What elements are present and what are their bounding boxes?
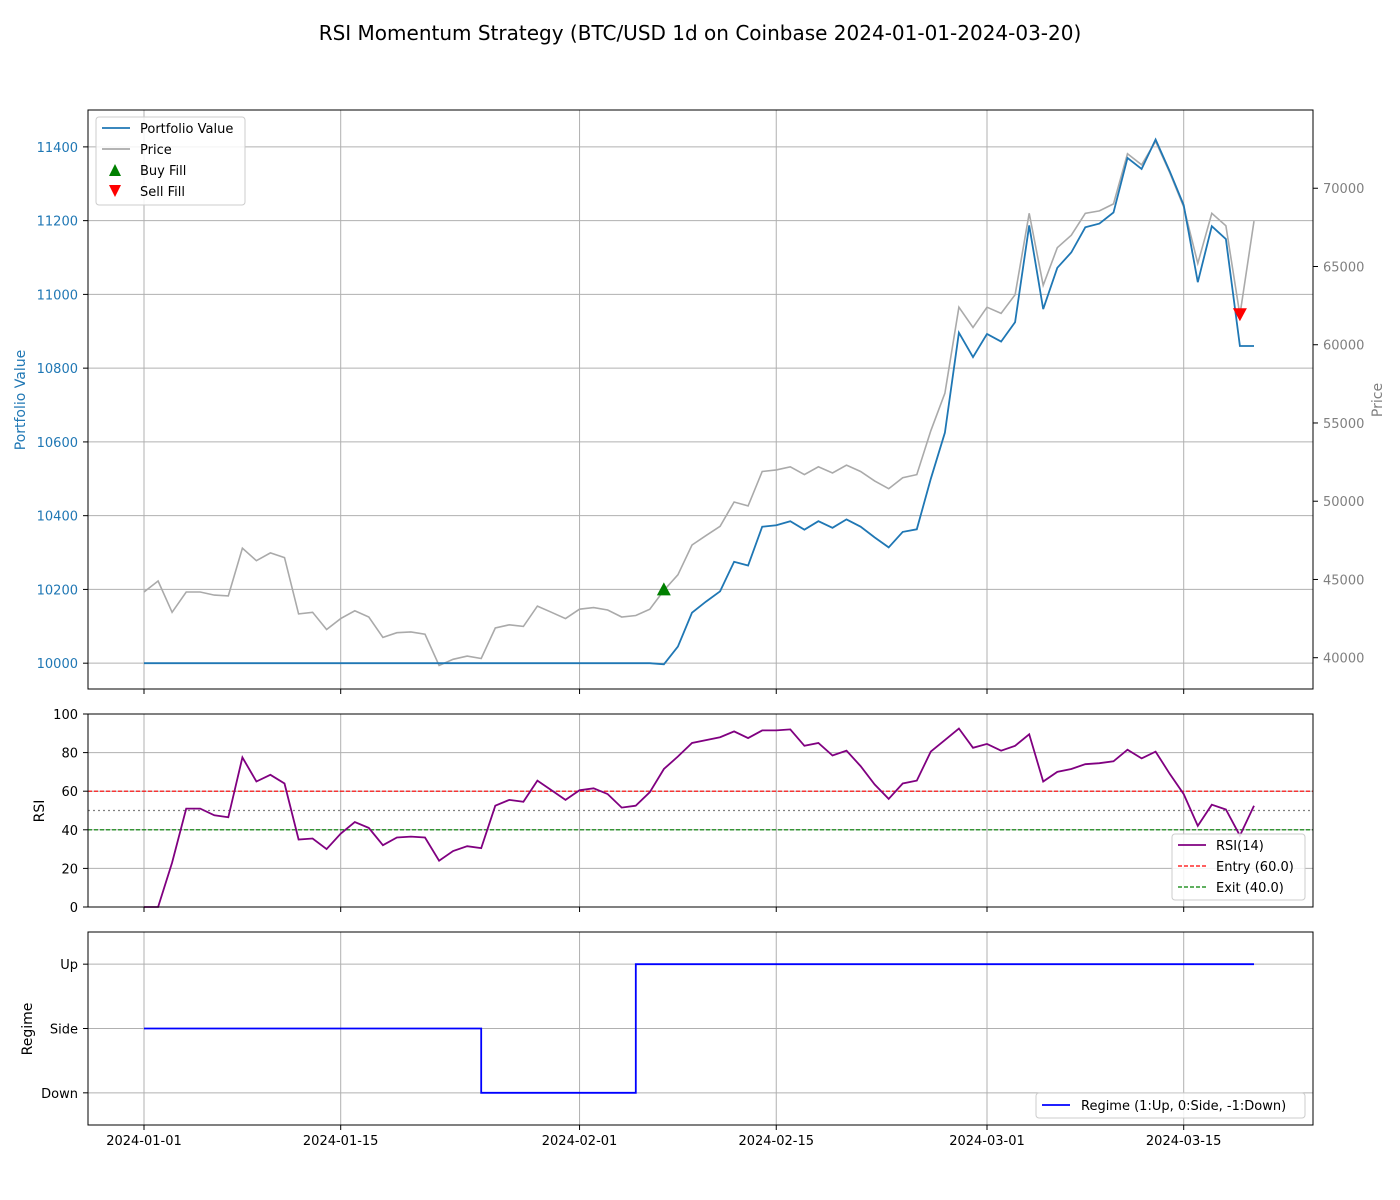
right-y-tick-label: 40000 [1323, 652, 1364, 667]
sell-fill-marker [1232, 308, 1247, 322]
left-y-tick-label: 10200 [37, 583, 78, 598]
left-y-tick-label: 10600 [37, 436, 78, 451]
x-tick-label: 2024-02-15 [738, 1134, 814, 1149]
left-y-tick-label: 10800 [37, 362, 78, 377]
left-y-tick-label: 11000 [37, 288, 78, 303]
legend-box [1035, 1092, 1306, 1119]
price-panel-legend: Portfolio Value Price Buy Fill Sell Fill [95, 116, 246, 206]
right-y-tick-label: 50000 [1323, 495, 1364, 510]
left-y-tick-label: 10000 [37, 657, 78, 672]
regime-line [144, 963, 1254, 1094]
price-line [143, 139, 1255, 667]
y-tick-label: 100 [53, 708, 78, 723]
left-y-tick-label: 10400 [37, 510, 78, 525]
rsi-panel-ylabel: RSI [32, 800, 48, 823]
x-tick-label: 2024-01-15 [303, 1134, 379, 1149]
price-panel-left-ylabel: Portfolio Value [13, 350, 29, 451]
chart-title: RSI Momentum Strategy (BTC/USD 1d on Coi… [319, 21, 1082, 45]
legend-label-buy: Buy Fill [140, 164, 186, 179]
y-tick-label: Side [50, 1023, 78, 1038]
price-panel-right-ylabel: Price [1370, 383, 1386, 417]
regime-panel-data [144, 963, 1254, 1094]
right-y-tick-label: 70000 [1323, 182, 1364, 197]
legend-box [1171, 833, 1306, 901]
rsi-panel-ticks: 0 20 40 60 80 100 [53, 708, 1185, 916]
regime-panel-legend: Regime (1:Up, 0:Side, -1:Down) [1035, 1092, 1306, 1119]
regime-panel-ticks: Down Side Up [41, 958, 1185, 1130]
x-tick-label: 2024-03-15 [1146, 1134, 1222, 1149]
price-panel-ticks: 10000 10200 10400 10600 10800 11000 11200 11400… [37, 141, 1364, 694]
y-tick-label: Down [41, 1087, 78, 1102]
y-tick-label: 80 [61, 747, 78, 762]
legend-swatch-sell [109, 185, 121, 197]
x-tick-label: 2024-03-01 [949, 1134, 1025, 1149]
buy-fill-marker [656, 582, 671, 596]
x-axis-ticks: 2024-01-01 2024-01-15 2024-02-01 2024-02-15… [106, 1134, 1221, 1149]
legend-label-rsi: RSI(14) [1216, 839, 1264, 854]
legend-swatch-buy [109, 164, 121, 176]
price-panel-frame [87, 109, 1314, 690]
right-y-tick-label: 55000 [1323, 417, 1364, 432]
right-y-tick-label: 45000 [1323, 573, 1364, 588]
legend-box [95, 116, 246, 206]
x-tick-label: 2024-02-01 [542, 1134, 618, 1149]
legend-label-price: Price [140, 143, 172, 158]
rsi-line [144, 727, 1255, 908]
legend-label-exit: Exit (40.0) [1216, 881, 1284, 896]
y-tick-label: 40 [61, 824, 78, 839]
legend-label-regime: Regime (1:Up, 0:Side, -1:Down) [1081, 1099, 1286, 1114]
left-y-tick-label: 11400 [37, 141, 78, 156]
price-panel-grid [88, 110, 1313, 689]
rsi-panel-data [88, 727, 1313, 908]
x-tick-label: 2024-01-01 [106, 1134, 182, 1149]
y-tick-label: 0 [70, 901, 78, 916]
legend-label-entry: Entry (60.0) [1216, 860, 1294, 875]
legend-label-portfolio: Portfolio Value [140, 122, 233, 137]
rsi-panel-frame [87, 713, 1314, 908]
y-tick-label: 60 [61, 785, 78, 800]
y-tick-label: Up [60, 958, 78, 973]
right-y-tick-label: 65000 [1323, 260, 1364, 275]
y-tick-label: 20 [61, 862, 78, 877]
legend-label-sell: Sell Fill [140, 185, 185, 200]
portfolio-value-line [144, 137, 1254, 666]
rsi-panel-legend: RSI(14) Entry (60.0) Exit (40.0) [1171, 833, 1306, 901]
left-y-tick-label: 11200 [37, 215, 78, 230]
regime-panel-ylabel: Regime [20, 1003, 36, 1056]
price-panel-data [143, 137, 1255, 667]
right-y-tick-label: 60000 [1323, 339, 1364, 354]
